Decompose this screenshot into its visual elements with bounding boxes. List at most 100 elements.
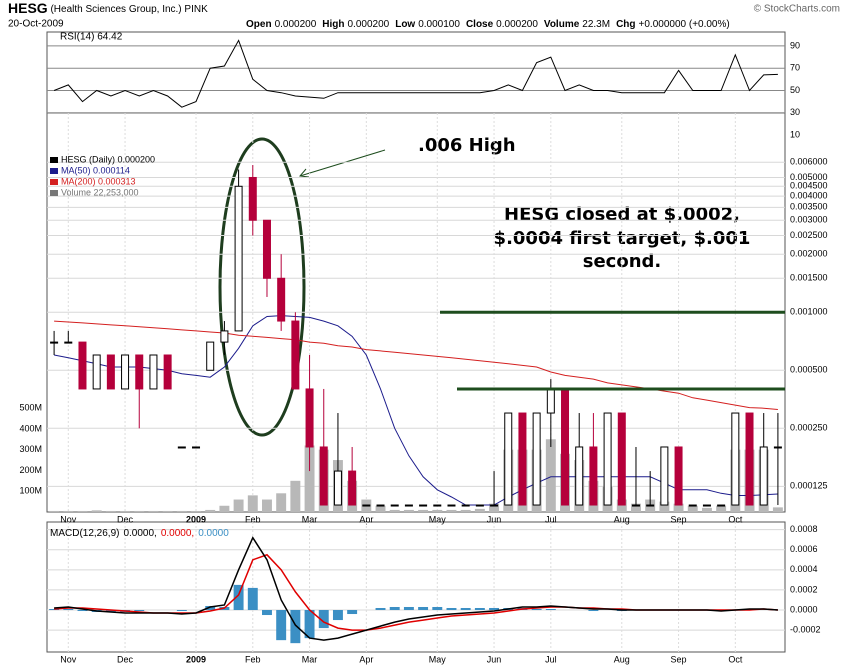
candle-body xyxy=(759,446,768,506)
y-tick-label: 0.000500 xyxy=(790,365,828,375)
x-tick-label: Apr xyxy=(359,514,373,524)
x-tick-label: Feb xyxy=(245,654,261,664)
macd-panel xyxy=(46,521,786,653)
histogram-bar xyxy=(432,606,443,611)
histogram-bar xyxy=(205,605,216,611)
moving-average xyxy=(54,315,778,506)
arrow xyxy=(299,149,386,177)
histogram-bar xyxy=(545,609,556,611)
volume-bar xyxy=(219,505,230,512)
x-tick-label: Apr xyxy=(359,654,373,664)
x-tick-label: Nov xyxy=(60,654,77,664)
quote-value: +0.000000 (+0.00%) xyxy=(639,19,730,30)
x-tick-label: Sep xyxy=(671,514,687,524)
histogram-bar xyxy=(318,610,329,629)
candle-body xyxy=(192,446,201,449)
volume-bar xyxy=(616,499,627,512)
volume-bar xyxy=(205,509,216,512)
legend-label: MA(50) 0.000114 xyxy=(61,165,130,175)
candle-body xyxy=(504,412,513,506)
histogram-bar xyxy=(460,607,471,611)
legend-swatch xyxy=(50,179,58,185)
x-tick-label: 2009 xyxy=(186,514,206,524)
volume-bar xyxy=(474,508,485,512)
quote-label: Close xyxy=(466,19,494,30)
symbol: HESG xyxy=(8,0,48,16)
candle-body xyxy=(305,388,314,448)
macd-legend: MACD(12,26,9) 0.0000, 0.0000, 0.0000 xyxy=(50,528,229,539)
y-tick-label: 0.0006 xyxy=(790,544,818,554)
arrow-head xyxy=(299,168,310,178)
histogram-bar xyxy=(105,610,116,613)
x-tick-label: Nov xyxy=(60,514,77,524)
candle-body xyxy=(674,446,683,506)
volume-bar xyxy=(418,509,429,512)
candle-body xyxy=(532,412,541,506)
candle-body xyxy=(376,504,385,507)
rsi-panel xyxy=(46,31,786,114)
x-tick-label: 2009 xyxy=(186,654,206,664)
x-tick-label: Mar xyxy=(302,654,318,664)
highlight-ellipse xyxy=(218,137,306,437)
x-tick-label: Mar xyxy=(302,514,318,524)
quote-value: 0.000200 xyxy=(275,19,317,30)
volume-bar xyxy=(304,445,315,512)
legend-swatch xyxy=(50,190,58,196)
x-tick-label: Jul xyxy=(545,514,557,524)
volume-bar xyxy=(460,509,471,512)
candle-body xyxy=(589,446,598,506)
rsi-line xyxy=(53,39,778,108)
y-tick-label: 0.001500 xyxy=(790,273,828,283)
histogram-bar xyxy=(247,587,258,611)
volume-bar xyxy=(687,505,698,512)
quote-value: 0.000100 xyxy=(418,19,460,30)
histogram-bar xyxy=(290,610,301,644)
candle-body xyxy=(277,277,286,322)
candle-body xyxy=(461,504,470,507)
candle-body xyxy=(688,504,697,507)
candle-body xyxy=(433,504,442,507)
volume-bar xyxy=(375,505,386,512)
y-tick-label: 0.000125 xyxy=(790,481,828,491)
volume-bar xyxy=(772,507,783,512)
y-tick-label: 200M xyxy=(19,465,42,475)
histogram-bar xyxy=(262,610,272,616)
candle-body xyxy=(646,504,655,507)
histogram-bar xyxy=(134,610,145,612)
volume-bar xyxy=(134,510,145,512)
macd-line xyxy=(54,553,778,631)
candle-body xyxy=(475,504,484,507)
x-tick-label: May xyxy=(429,654,447,664)
candle-body xyxy=(490,504,499,507)
candle-body xyxy=(745,412,754,506)
y-tick-label: 30 xyxy=(790,107,800,117)
y-tick-label: 0.002000 xyxy=(790,249,828,259)
candle-body xyxy=(660,446,669,506)
histogram-bar xyxy=(375,607,386,611)
y-tick-label: 0.002500 xyxy=(790,230,828,240)
date: 20-Oct-2009 xyxy=(8,19,64,30)
y-tick-label: 0.003500 xyxy=(790,202,828,212)
volume-bar xyxy=(716,505,727,512)
volume-bar xyxy=(105,510,116,512)
quote-label: Chg xyxy=(616,19,635,30)
candle-body xyxy=(135,354,144,390)
candle-body xyxy=(206,341,215,371)
legend-swatch xyxy=(50,168,58,174)
header-line: HESG (Health Sciences Group, Inc.) PINK xyxy=(8,0,208,16)
candle-body xyxy=(92,354,101,390)
y-tick-label: -0.0002 xyxy=(790,624,821,634)
candle-body xyxy=(78,341,87,390)
candle-body xyxy=(447,504,456,507)
histogram-bar xyxy=(489,607,500,611)
quote-value: 0.000200 xyxy=(348,19,390,30)
y-tick-label: 0.005000 xyxy=(790,172,828,182)
y-tick-label: 0.0004 xyxy=(790,564,818,574)
candle-body xyxy=(575,446,584,506)
candle-body xyxy=(362,504,371,507)
credit: © StockCharts.com xyxy=(754,4,840,15)
volume-bar xyxy=(91,510,102,512)
candle-body xyxy=(631,504,640,507)
volume-bar xyxy=(432,509,443,512)
